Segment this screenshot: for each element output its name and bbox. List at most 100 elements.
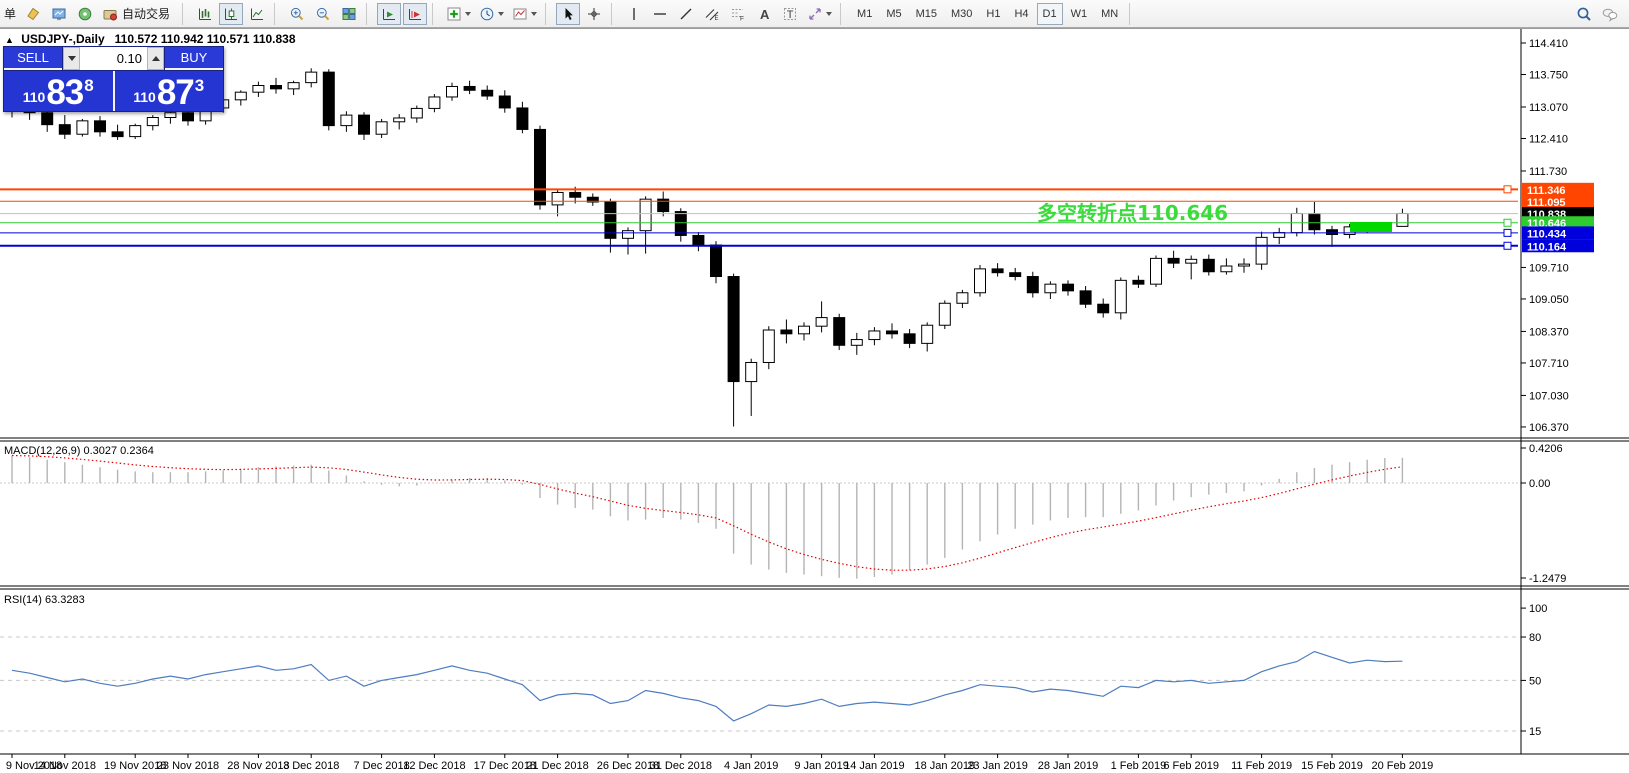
volume-increase-button[interactable] [147,47,164,70]
toolbar-separator [1129,2,1136,25]
timeframe-button-m15[interactable]: M15 [915,7,937,20]
candlestick-chart[interactable]: 多空转折点110.646 114.410 113.750 113.070 112.410… [0,28,1629,773]
date-label: 21 Dec 2018 [526,760,588,772]
axis-tick-label: 50 [1529,675,1541,687]
axis-tick-label: 0.00 [1529,478,1550,490]
date-label: 3 Dec 2018 [283,760,339,772]
macd-panel[interactable] [0,454,1521,579]
bar-chart-type-icon [199,8,212,20]
auto-scroll-button[interactable] [377,2,402,25]
chart-shift-button[interactable] [403,2,428,25]
date-label: 18 Jan 2019 [915,760,976,772]
buy-price-prefix: 110 [133,89,156,105]
text-button[interactable]: A [752,3,776,25]
timeframe-button-m1[interactable]: M1 [857,7,873,20]
crosshair-button[interactable] [582,3,606,25]
line-chart-type-button[interactable] [245,3,269,25]
search-button[interactable] [1572,3,1596,25]
ohlc-values: 110.572 110.942 110.571 110.838 [114,32,296,46]
price-tag-label: 111.095 [1527,197,1566,209]
indicators-add-button[interactable] [443,3,474,25]
svg-text:T: T [787,9,794,21]
price-tag-111.346 [1522,182,1594,196]
timeframe-button-mn[interactable]: MN [1101,7,1119,20]
chat-button[interactable] [1598,3,1622,25]
metaeditor-button[interactable] [21,3,45,25]
chart-window[interactable]: 多空转折点110.646 114.410 113.750 113.070 112.410… [0,28,1629,773]
template-button[interactable] [509,3,540,25]
toolbar-separator [611,2,618,25]
highlight-rectangle[interactable] [1350,222,1392,232]
arrows-icon [809,7,821,20]
axis-tick-label: 107.030 [1529,390,1569,402]
svg-text:E: E [715,16,719,22]
zoom-in-icon [290,7,304,20]
signal-icon [78,7,92,20]
chevron-down-icon[interactable] [498,11,505,16]
rsi-panel[interactable] [0,636,1521,732]
timeframe-button-m5[interactable]: M5 [886,7,902,20]
text-label-button[interactable]: T [778,3,802,25]
date-label: 17 Dec 2018 [474,760,536,772]
timeframe-button-h4[interactable]: H4 [1014,7,1029,20]
toolbar-separator [840,2,847,25]
main-toolbar: 单 自动交易 E F A T M1 M5 M15 M30 H1 H4 D1 W1 MN [0,0,1629,28]
horizontal-line-button[interactable] [648,3,672,25]
macd-indicator-label: MACD(12,26,9) 0.3027 0.2364 [4,445,154,457]
sell-price-quote[interactable]: 110 83 8 [4,71,115,111]
signal-button[interactable] [73,3,97,25]
rsi-line [11,650,1403,722]
buy-button[interactable]: BUY [165,47,223,70]
price-axis[interactable]: 114.410 113.750 113.070 112.410 111.730 109.7… [1520,28,1594,754]
tile-windows-icon [342,7,356,20]
price-tag-label: 110.434 [1527,228,1567,240]
toolbar-separator [274,2,281,25]
date-label: 14 Jan 2019 [844,760,905,772]
bar-chart-type-button[interactable] [193,3,217,25]
crosshair-icon [588,7,601,20]
timeframe-button-w1[interactable]: W1 [1070,7,1088,20]
date-label: 31 Dec 2018 [650,760,712,772]
tile-windows-button[interactable] [337,3,361,25]
market-watch-button[interactable] [47,3,71,25]
resistance-line-111346-handle[interactable] [1503,185,1512,194]
cursor-button[interactable] [556,2,581,25]
chart-collapse-icon[interactable]: ▲ [5,35,14,45]
annotation-text[interactable]: 多空转折点110.646 [1037,201,1228,225]
chevron-down-icon[interactable] [826,11,833,16]
new-order-button[interactable]: 单 [4,7,17,21]
autotrading-icon [103,9,118,20]
trendline-icon [680,8,692,19]
text-icon: A [760,7,770,22]
vertical-line-button[interactable] [622,3,646,25]
arrows-button[interactable] [804,3,835,25]
chevron-down-icon[interactable] [465,11,472,16]
chevron-down-icon[interactable] [531,11,538,16]
axis-tick-label: 113.070 [1529,102,1568,114]
zoom-out-button[interactable] [311,3,335,25]
price-chart-panel[interactable]: 多空转折点110.646 [0,68,1518,427]
sell-button[interactable]: SELL [4,47,62,70]
channel-button[interactable]: E [700,3,724,25]
candlestick-type-button[interactable] [219,2,244,25]
fibonacci-button[interactable]: F [726,3,750,25]
buy-price-quote[interactable]: 110 87 3 [115,71,224,111]
support-line-110434-handle[interactable] [1503,228,1512,237]
support-line-110164-handle[interactable] [1503,241,1512,250]
zoom-in-button[interactable] [285,3,309,25]
trendline-button[interactable] [674,3,698,25]
timeframe-button-h1[interactable]: H1 [986,7,1001,20]
timeframe-button-d1[interactable]: D1 [1036,2,1063,25]
periods-clock-button[interactable] [476,3,507,25]
volume-decrease-button[interactable] [63,47,80,70]
pivot-line-110646-handle[interactable] [1503,218,1512,227]
autotrading-button[interactable]: 自动交易 [99,3,177,25]
periods-clock-icon [480,7,494,20]
axis-tick-label: 106.370 [1529,422,1569,434]
volume-field[interactable]: 0.10 [80,47,147,70]
candlestick-type-icon [225,8,238,20]
timeframe-button-m30[interactable]: M30 [951,7,973,20]
date-label: 28 Nov 2018 [227,760,289,772]
